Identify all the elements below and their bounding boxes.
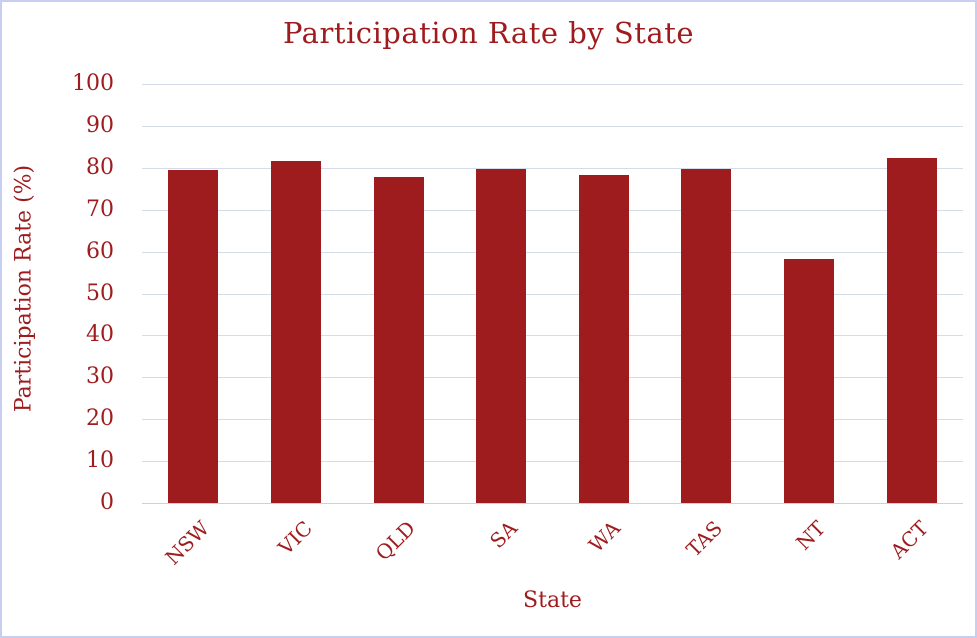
bar-nsw <box>168 169 219 503</box>
bar-vic <box>270 160 321 503</box>
y-tick-label: 50 <box>86 280 114 306</box>
y-tick-label: 10 <box>86 448 114 474</box>
gridline <box>142 293 963 295</box>
gridline <box>142 125 963 127</box>
bar-nt <box>784 259 835 503</box>
x-tick-label-wa: WA <box>583 516 625 558</box>
bar-qld <box>373 176 424 503</box>
bar-tas <box>681 169 732 503</box>
y-tick-label: 100 <box>72 71 114 96</box>
gridline <box>142 251 963 253</box>
x-axis-title: State <box>523 588 582 613</box>
plot-area <box>142 84 963 504</box>
bar-sa <box>476 169 527 503</box>
gridline <box>142 503 963 504</box>
y-tick-label: 40 <box>86 322 114 348</box>
x-tick-label-tas: TAS <box>681 516 728 562</box>
bar-wa <box>578 174 629 503</box>
x-tick-label-vic: VIC <box>273 516 317 560</box>
gridline <box>142 167 963 169</box>
x-tick-label-nt: NT <box>791 516 831 555</box>
gridline <box>142 461 963 463</box>
x-tick-label-sa: SA <box>485 516 523 553</box>
y-tick-label: 60 <box>86 238 114 264</box>
chart-title: Participation Rate by State <box>282 16 695 50</box>
gridline <box>142 84 963 85</box>
gridline <box>142 377 963 379</box>
x-tick-label-qld: QLD <box>370 516 420 566</box>
x-tick-label-nsw: NSW <box>160 516 215 570</box>
gridline <box>142 335 963 337</box>
y-axis-title: Participation Rate (%) <box>11 164 37 413</box>
y-tick-label: 20 <box>86 406 114 432</box>
x-tick-label-act: ACT <box>885 516 933 564</box>
y-tick-label: 70 <box>86 196 114 222</box>
gridline <box>142 419 963 421</box>
bar-act <box>886 158 937 503</box>
y-tick-label: 80 <box>86 154 114 180</box>
y-tick-label: 90 <box>86 112 114 138</box>
y-tick-label: 0 <box>100 490 114 515</box>
y-tick-label: 30 <box>86 364 114 390</box>
gridline <box>142 209 963 211</box>
